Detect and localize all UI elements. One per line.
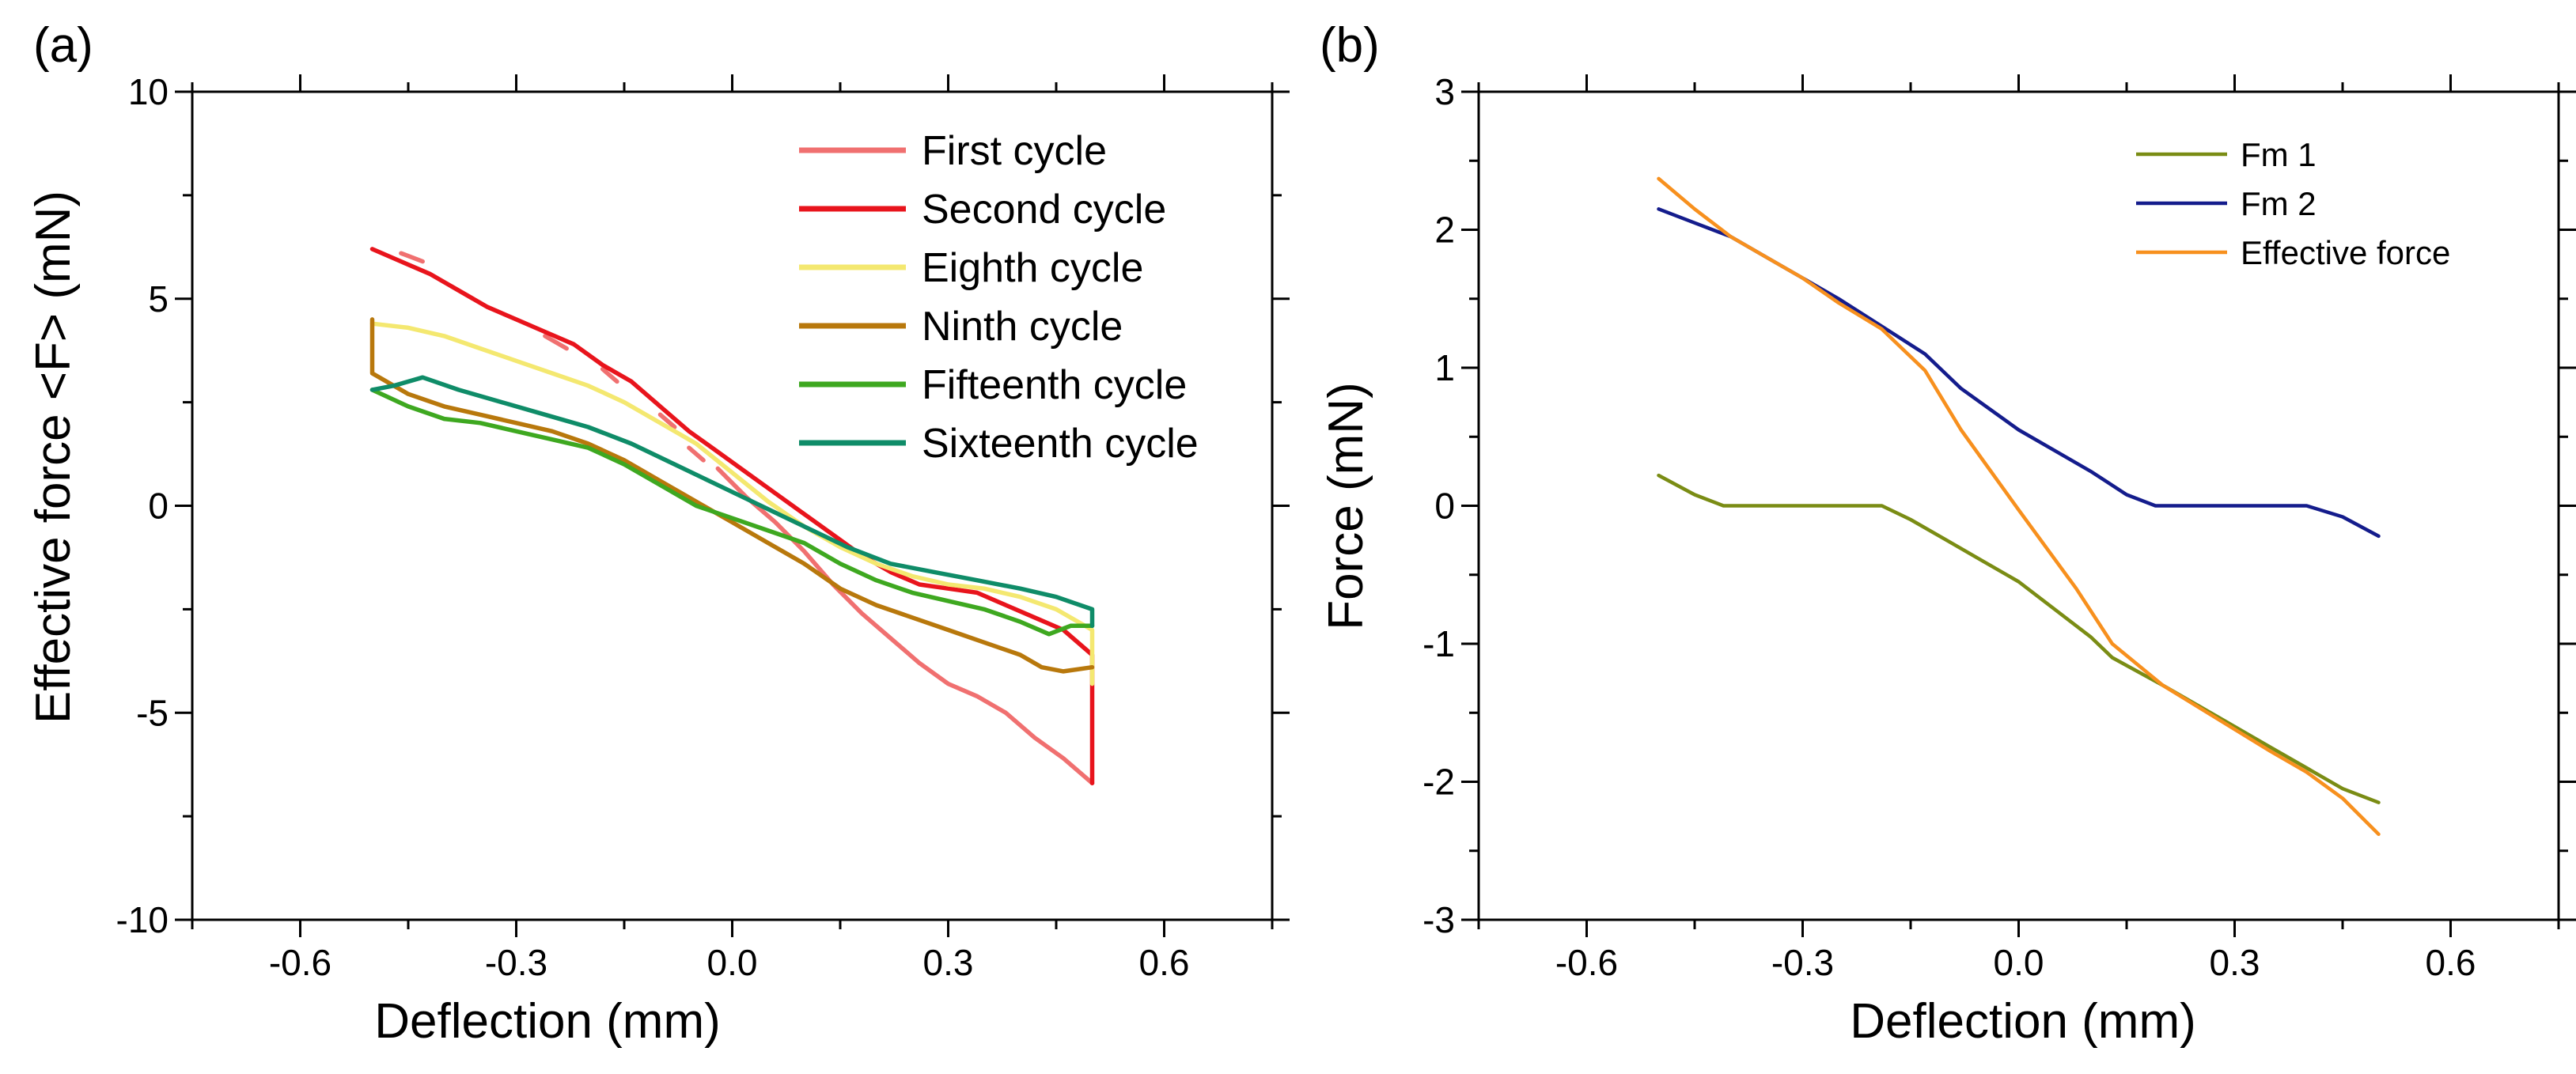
legend-label: Eighth cycle bbox=[922, 245, 1143, 291]
series-dash-first-cycle bbox=[687, 445, 706, 463]
series-line-first-cycle bbox=[715, 466, 1095, 785]
tick-marks-b bbox=[1461, 74, 2576, 937]
plot-frame bbox=[1477, 90, 2560, 921]
y-tick-label: 2 bbox=[1434, 210, 1455, 251]
series-line-ninth-cycle bbox=[369, 317, 1095, 674]
x-axis-title-b: Deflection (mm) bbox=[1850, 994, 2196, 1049]
y-tick-label: 5 bbox=[148, 278, 169, 320]
x-tick-label: 0.3 bbox=[923, 942, 974, 983]
series-dash-first-cycle bbox=[543, 334, 569, 351]
series-dash-first-cycle bbox=[600, 366, 619, 384]
legend-a: First cycle Second cycle Eighth cycle Ninth… bbox=[799, 128, 1199, 467]
legend-label: Sixteenth cycle bbox=[922, 421, 1199, 467]
series-dash-first-cycle bbox=[657, 412, 677, 429]
series-line-effective-force bbox=[1657, 176, 2381, 837]
y-tick-labels-b: -3 -2 -1 0 1 2 3 bbox=[1422, 71, 1455, 940]
legend-label: Fifteenth cycle bbox=[922, 362, 1187, 408]
x-tick-label: -0.6 bbox=[269, 942, 331, 983]
x-tick-labels-b: -0.6 -0.3 0.0 0.3 0.6 bbox=[1555, 942, 2476, 983]
x-tick-labels-a: -0.6 -0.3 0.0 0.3 0.6 bbox=[269, 942, 1190, 983]
series-group-a bbox=[369, 247, 1095, 785]
y-tick-label: -10 bbox=[116, 899, 169, 940]
y-tick-label: 0 bbox=[148, 486, 169, 527]
y-tick-label: -3 bbox=[1422, 899, 1455, 940]
legend-label: Effective force bbox=[2241, 234, 2450, 271]
x-tick-label: -0.3 bbox=[485, 942, 547, 983]
y-tick-label: -1 bbox=[1422, 623, 1455, 664]
series-dash-first-cycle bbox=[399, 251, 425, 264]
x-tick-label: 0.6 bbox=[2426, 942, 2476, 983]
y-tick-label: 0 bbox=[1434, 486, 1455, 527]
plot-area-b bbox=[1477, 90, 2560, 921]
tick-marks-a bbox=[175, 74, 1290, 937]
panel-b-label: (b) bbox=[1320, 18, 1380, 73]
panel-a-label: (a) bbox=[33, 18, 93, 73]
chart-panel-a: (a) -0.6 -0.3 0.0 0.3 0.6 -10 -5 0 5 10 Deflecti… bbox=[26, 18, 1290, 1049]
series-line-fifteenth-cycle bbox=[369, 388, 1095, 637]
y-tick-labels-a: -10 -5 0 5 10 bbox=[116, 71, 169, 940]
y-tick-label: 1 bbox=[1434, 347, 1455, 388]
legend-label: Ninth cycle bbox=[922, 304, 1123, 350]
chart-panel-b: (b) -0.6 -0.3 0.0 0.3 0.6 -3 -2 -1 0 1 2 3 Deflect… bbox=[1319, 18, 2576, 1049]
legend-label: Fm 1 bbox=[2241, 136, 2317, 173]
y-tick-label: -2 bbox=[1422, 762, 1455, 803]
series-line-second-cycle bbox=[369, 247, 1095, 785]
x-tick-label: 0.0 bbox=[1994, 942, 2044, 983]
y-tick-label: 10 bbox=[128, 71, 169, 112]
legend-label: First cycle bbox=[922, 128, 1107, 174]
y-tick-label: -5 bbox=[136, 692, 169, 733]
legend-label: Fm 2 bbox=[2241, 185, 2317, 222]
x-tick-label: 0.3 bbox=[2210, 942, 2260, 983]
x-tick-label: 0.0 bbox=[707, 942, 758, 983]
x-axis-title-a: Deflection (mm) bbox=[374, 994, 721, 1049]
series-line-fm-1 bbox=[1657, 473, 2381, 804]
y-axis-title-b: Force (mN) bbox=[1319, 382, 1373, 630]
y-axis-title-a: Effective force <F> (mN) bbox=[26, 191, 81, 724]
series-group-b bbox=[1657, 176, 2381, 837]
legend-label: Second cycle bbox=[922, 187, 1166, 233]
x-tick-label: -0.6 bbox=[1555, 942, 1618, 983]
legend-b: Fm 1 Fm 2 Effective force bbox=[2136, 136, 2450, 271]
x-tick-label: 0.6 bbox=[1139, 942, 1190, 983]
series-line-sixteenth-cycle bbox=[369, 375, 1095, 629]
x-tick-label: -0.3 bbox=[1771, 942, 1834, 983]
series-line-eighth-cycle bbox=[369, 321, 1095, 686]
y-tick-label: 3 bbox=[1434, 71, 1455, 112]
